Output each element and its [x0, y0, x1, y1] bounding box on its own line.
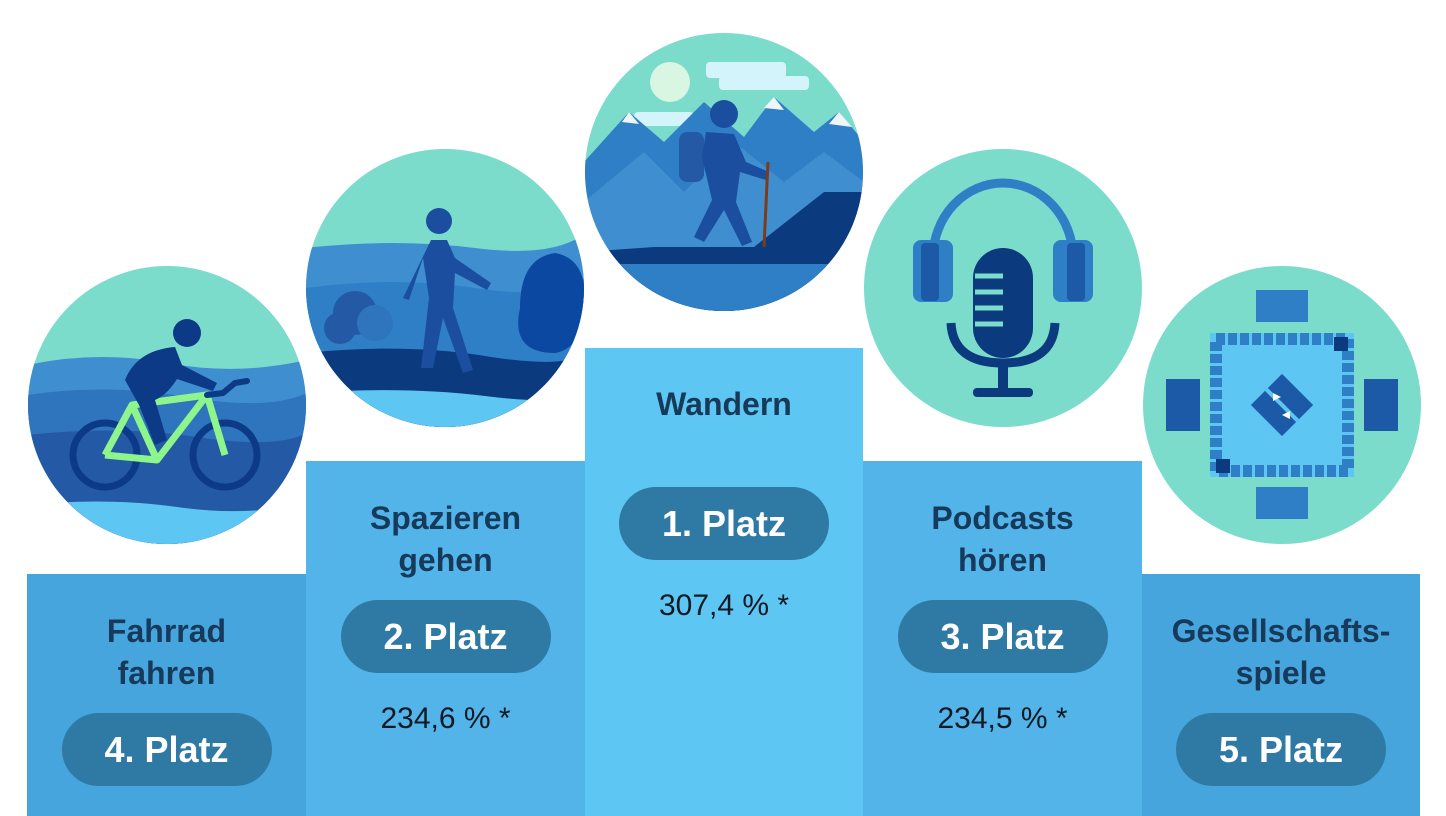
board-game-icon — [1143, 266, 1421, 544]
rank-badge: 5. Platz — [1176, 713, 1386, 786]
podium-block-rank-4: Fahrrad fahren 4. Platz — [27, 574, 306, 816]
activity-label: Wandern — [656, 386, 792, 422]
rank-badge: 3. Platz — [897, 600, 1108, 673]
percentage-value: 234,5 % * — [937, 702, 1068, 735]
podcast-illustration — [863, 148, 1143, 428]
podcast-microphone-icon — [864, 149, 1142, 427]
activity-label: Spazieren gehen — [369, 500, 522, 578]
podium-block-rank-5: Gesellschafts- spiele 5. Platz — [1142, 574, 1420, 816]
hiker-illustration — [584, 32, 864, 312]
activity-label: Gesellschafts- spiele — [1171, 613, 1391, 691]
activity-label: Fahrrad fahren — [106, 613, 227, 691]
rank-badge: 1. Platz — [619, 487, 829, 560]
rank-badge: 4. Platz — [61, 713, 272, 786]
percentage-value: 234,6 % * — [380, 702, 511, 735]
cyclist-illustration — [27, 265, 307, 545]
rank-badge: 2. Platz — [340, 600, 551, 673]
board-game-illustration — [1142, 265, 1422, 545]
podium-block-rank-3: Podcasts hören 3. Platz 234,5 % * — [863, 461, 1142, 816]
hiker-icon — [585, 33, 863, 311]
walker-icon — [306, 149, 584, 427]
percentage-value: 307,4 % * — [658, 589, 790, 622]
activity-label: Podcasts hören — [931, 500, 1074, 578]
cyclist-icon — [28, 266, 306, 544]
podium-block-rank-2: Spazieren gehen 2. Platz 234,6 % * — [306, 461, 585, 816]
walker-illustration — [305, 148, 585, 428]
podium-block-rank-1: Wandern 1. Platz 307,4 % * — [585, 348, 863, 816]
